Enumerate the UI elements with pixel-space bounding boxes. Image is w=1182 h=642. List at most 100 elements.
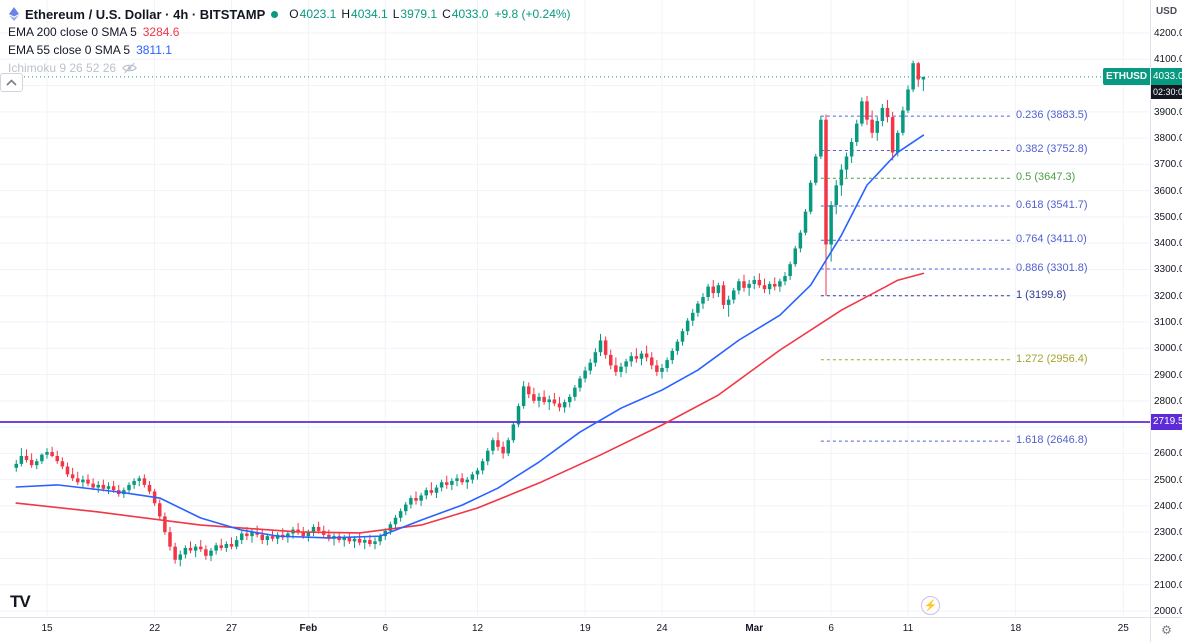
time-tick-label: Feb	[299, 623, 318, 634]
candle	[557, 396, 562, 412]
time-tick-label: 27	[225, 623, 238, 634]
candle	[127, 482, 131, 493]
chevron-up-icon	[6, 79, 17, 86]
indicator-label: Ichimoku 9 26 52 26	[8, 61, 117, 75]
candle	[260, 529, 264, 545]
time-axis[interactable]: 15 22 27 Feb 6 12 19 24 Mar 6 11 18 25	[0, 617, 1150, 642]
candle	[532, 387, 536, 404]
candle	[814, 153, 818, 186]
candle	[660, 364, 664, 379]
indicator-row-ema55[interactable]: EMA 55 close 0 SMA 5 3811.1	[8, 41, 571, 59]
candle	[844, 152, 849, 178]
candle	[322, 525, 326, 538]
time-tick-label: 18	[1010, 623, 1022, 634]
ohlc-l-label: L	[392, 7, 400, 21]
candle	[439, 479, 444, 492]
time-tick-label: 11	[902, 623, 914, 634]
tradingview-logo[interactable]: TV	[10, 592, 31, 611]
candle	[609, 349, 613, 370]
candle	[445, 475, 449, 489]
price-tick-label: 2500.0	[1154, 474, 1182, 486]
candle	[537, 392, 541, 408]
ohlc-c-value: 4033.0	[451, 7, 489, 21]
candle	[726, 295, 731, 317]
candle	[117, 484, 121, 497]
candle	[275, 532, 280, 545]
price-tick-label: 2000.0	[1154, 606, 1182, 617]
candle	[480, 458, 485, 475]
candle	[921, 76, 926, 92]
candle	[265, 533, 270, 546]
chart-pane[interactable]: 0.236 (3883.5) 0.382 (3752.8) 0.5 (3647.3)…	[0, 0, 1150, 617]
candle	[347, 532, 352, 545]
candle	[655, 360, 659, 376]
candle	[434, 484, 439, 499]
time-tick-label: 6	[828, 623, 834, 634]
price-tick-label: 3000.0	[1154, 343, 1182, 355]
candle	[147, 480, 152, 495]
symbol-title[interactable]: Ethereum / U.S. Dollar · 4h · BITSTAMP	[25, 6, 266, 22]
candle	[767, 281, 772, 295]
candle	[501, 441, 505, 459]
candlestick-chart[interactable]	[0, 0, 1150, 617]
symbol-row[interactable]: Ethereum / U.S. Dollar · 4h · BITSTAMP O…	[8, 5, 571, 23]
candle	[521, 381, 526, 409]
eye-slash-icon[interactable]	[122, 62, 137, 74]
candle	[168, 526, 172, 551]
candle	[229, 537, 234, 550]
collapse-legend-button[interactable]	[0, 73, 23, 92]
candle	[327, 529, 331, 542]
candle	[619, 362, 623, 378]
candle	[393, 515, 398, 529]
lightning-event-icon[interactable]: ⚡	[921, 596, 940, 615]
candle	[475, 467, 480, 480]
ohlc-o-label: O	[289, 7, 299, 21]
candle	[296, 522, 300, 535]
price-tick-label: 2100.0	[1154, 579, 1182, 591]
candle	[19, 448, 24, 467]
candle	[209, 547, 213, 562]
candle	[70, 467, 75, 481]
price-tick-label: 2900.0	[1154, 369, 1182, 381]
candle	[598, 333, 603, 357]
time-tick-label: 6	[382, 623, 389, 634]
candle	[219, 538, 223, 551]
price-tick-label: 2400.0	[1154, 500, 1182, 512]
time-tick-label: 19	[579, 623, 591, 634]
price-tick-label: 3100.0	[1154, 317, 1182, 328]
candle	[916, 61, 920, 87]
candle	[35, 458, 39, 470]
price-tick-label: 4200.0	[1154, 28, 1182, 39]
candle	[696, 300, 700, 317]
candle	[183, 545, 188, 559]
axis-settings-corner[interactable]: ⚙	[1150, 617, 1182, 642]
gear-icon: ⚙	[1161, 623, 1172, 637]
price-axis[interactable]: USD 4033.0 02:30:0 2719.5 4200.04100.040…	[1150, 0, 1182, 617]
candle	[404, 501, 408, 516]
price-tick-label: 3900.0	[1154, 106, 1182, 118]
indicator-row-ema200[interactable]: EMA 200 close 0 SMA 5 3284.6	[8, 23, 571, 41]
candle	[685, 318, 690, 336]
candle	[552, 392, 557, 407]
candle	[593, 348, 598, 367]
candle	[352, 536, 357, 548]
price-tick-label: 3500.0	[1154, 211, 1182, 223]
candle	[855, 119, 859, 146]
candle	[158, 499, 162, 520]
candle	[496, 432, 500, 451]
candle	[737, 278, 741, 295]
candle	[614, 357, 618, 376]
indicator-row-ichimoku[interactable]: Ichimoku 9 26 52 26	[8, 59, 571, 77]
candle	[24, 449, 29, 463]
ohlc-c-label: C	[442, 7, 451, 21]
price-tick-label: 3700.0	[1154, 159, 1182, 171]
candle	[650, 352, 654, 370]
candle	[578, 375, 582, 392]
candle	[778, 278, 782, 292]
candle	[839, 164, 844, 196]
candle	[491, 437, 495, 455]
ohlc-h-value: 4034.1	[351, 7, 388, 21]
market-open-dot	[271, 10, 279, 18]
candle	[50, 446, 54, 458]
